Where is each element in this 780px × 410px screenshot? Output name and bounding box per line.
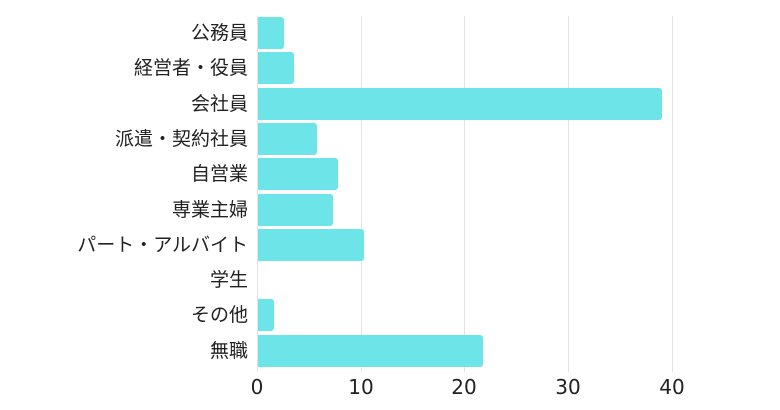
category-label: その他 (190, 304, 248, 327)
x-tick-label: 0 (250, 375, 264, 399)
category-label: 派遣・契約社員 (114, 127, 248, 150)
gridline (672, 16, 673, 372)
bar[interactable] (258, 158, 338, 191)
category-label: 無職 (209, 339, 248, 362)
bar[interactable] (258, 122, 317, 155)
bar[interactable] (258, 17, 284, 49)
x-tick-label: 10 (348, 375, 374, 399)
gridline (464, 16, 465, 372)
category-label: 学生 (209, 269, 248, 292)
bar[interactable] (258, 334, 483, 367)
category-label: 経営者・役員 (133, 57, 248, 80)
x-tick-label: 30 (555, 375, 581, 399)
y-axis-line (257, 16, 258, 372)
x-tick-label: 20 (451, 375, 477, 399)
category-label: 専業主婦 (171, 198, 248, 221)
bar[interactable] (258, 52, 294, 85)
category-label: 会社員 (190, 92, 248, 115)
category-label: 自営業 (190, 163, 248, 186)
category-label: 公務員 (190, 22, 248, 44)
bar[interactable] (258, 299, 274, 332)
bar[interactable] (258, 87, 662, 120)
bar[interactable] (258, 193, 333, 226)
gridline (361, 16, 362, 372)
category-label: パート・アルバイト (77, 233, 248, 256)
gridline (568, 16, 569, 372)
bar[interactable] (258, 228, 364, 261)
x-tick-label: 40 (659, 375, 685, 399)
